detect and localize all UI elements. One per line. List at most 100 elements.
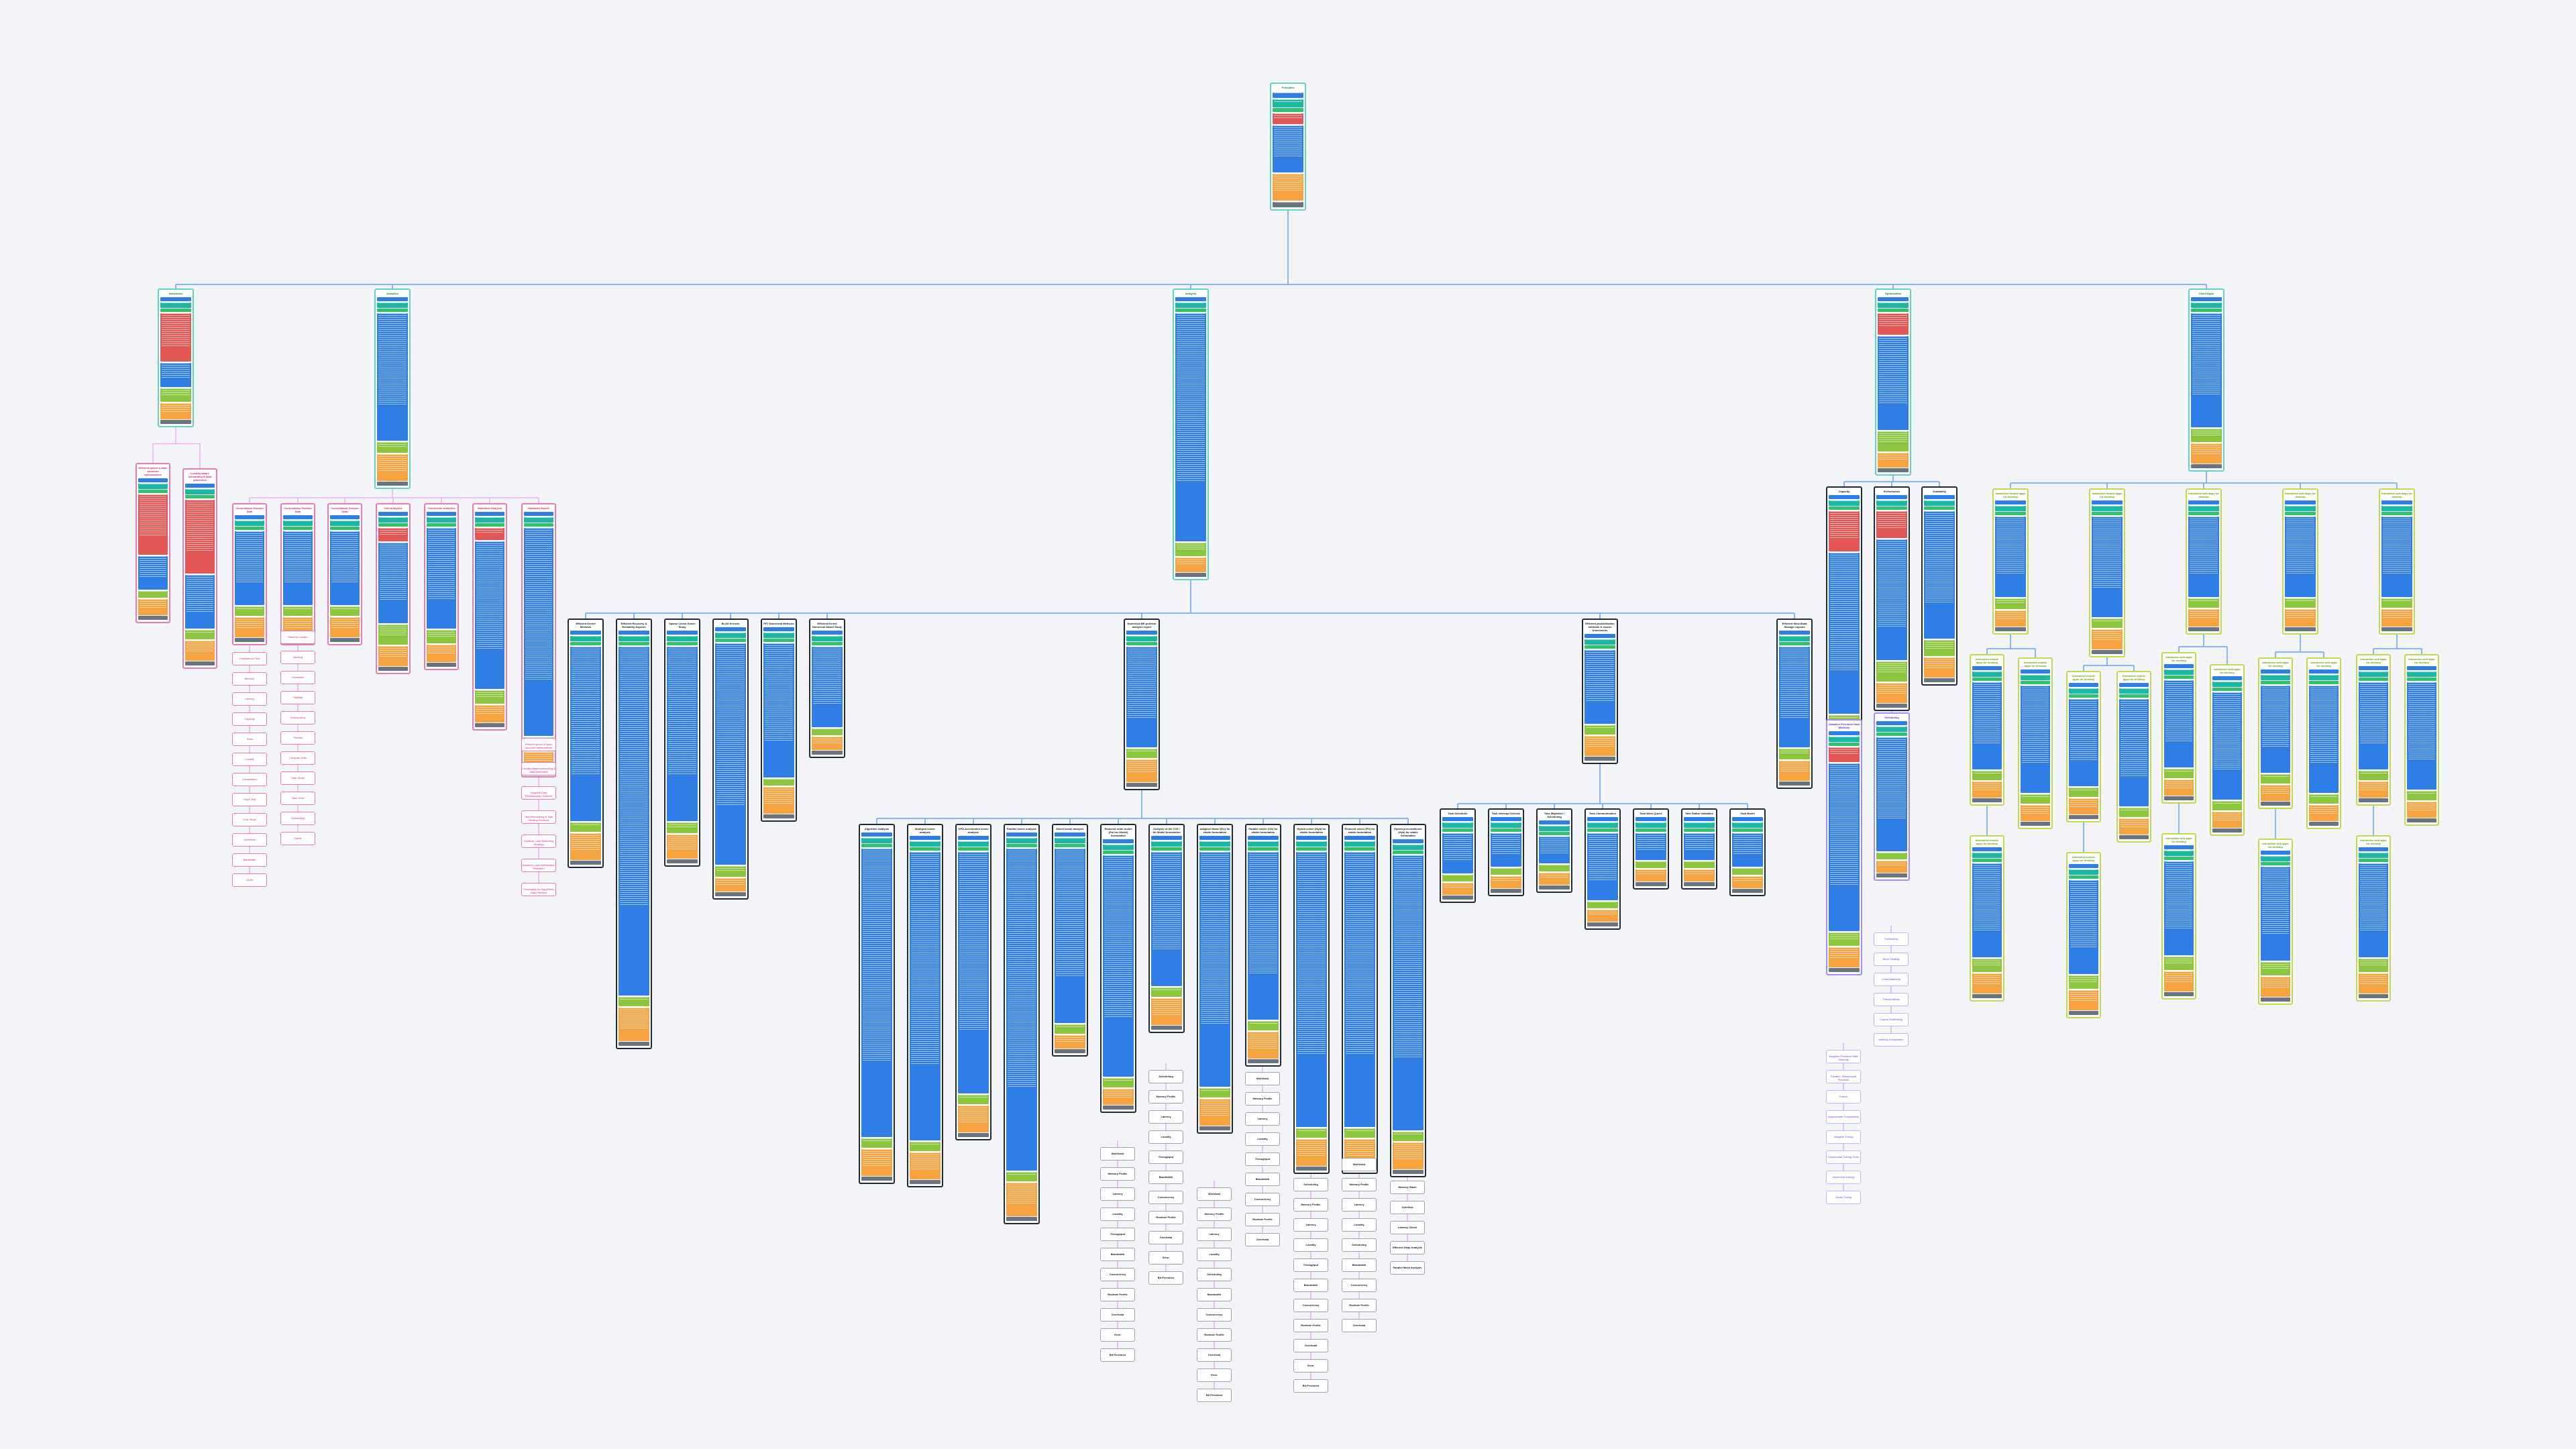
- metric-leaf[interactable]: Latency: [1100, 1187, 1135, 1201]
- metric-leaf[interactable]: Trace Test: [232, 793, 267, 806]
- metric-leaf[interactable]: Overhead: [232, 833, 267, 847]
- analytics-card[interactable]: Consolidated Session Data: [232, 503, 267, 645]
- analysis-card[interactable]: Efficient Recovery & Reliability Aspects: [616, 619, 652, 1049]
- metric-leaf[interactable]: Error: [1100, 1328, 1135, 1342]
- client-app-card[interactable]: Interactive mobile apps for desktop: [1992, 488, 2029, 635]
- metric-leaf[interactable]: Bandwidth: [1245, 1173, 1280, 1186]
- metric-leaf[interactable]: Scheduling: [1293, 1178, 1328, 1191]
- metric-leaf[interactable]: Dynamic Load Balancing Strategy: [521, 835, 556, 848]
- analysis-subcard[interactable]: Analysis of the CVE / Air Model formulat…: [1148, 824, 1185, 1033]
- client-subcard[interactable]: Interactive web apps for desktop: [2161, 652, 2196, 804]
- optimization-card[interactable]: Performance: [1874, 486, 1910, 711]
- metric-leaf[interactable]: Throughput: [1148, 1150, 1183, 1164]
- metric-leaf[interactable]: Memory Stack: [1390, 1181, 1425, 1194]
- metric-leaf[interactable]: Techniques for Algorithmic Data Partitio…: [521, 883, 556, 896]
- metric-leaf[interactable]: Runtime Profile: [1100, 1288, 1135, 1301]
- branch-node-4[interactable]: Client Apps: [2188, 288, 2224, 472]
- analysis-card[interactable]: Sparse Linear Solver Study: [664, 619, 700, 867]
- metric-leaf[interactable]: Workload: [1245, 1072, 1280, 1085]
- metric-leaf[interactable]: Locality: [1100, 1208, 1135, 1221]
- client-app-card[interactable]: Interactive web apps for desktop: [2282, 488, 2318, 635]
- analysis-card[interactable]: Efficient Kernel Numerical Model Study: [809, 619, 845, 758]
- metric-leaf[interactable]: Throughput: [1100, 1228, 1135, 1241]
- metric-leaf[interactable]: Memory Profile: [1148, 1090, 1183, 1104]
- analysis-subcard[interactable]: Parallel solver analysis: [1004, 824, 1040, 1224]
- metric-leaf[interactable]: Memory Profile: [1197, 1208, 1232, 1221]
- client-subcard[interactable]: Interactive web apps for desktop: [2210, 664, 2245, 836]
- metric-leaf[interactable]: Bit Precision: [1197, 1389, 1232, 1402]
- analysis-card[interactable]: FFT Numerical Methods: [761, 619, 797, 822]
- metric-leaf[interactable]: Order: [232, 873, 267, 887]
- metric-leaf[interactable]: Latency: [1342, 1198, 1377, 1212]
- metric-leaf[interactable]: Parallel: [280, 731, 315, 745]
- metric-leaf[interactable]: Overflow: [1390, 1201, 1425, 1214]
- metric-leaf[interactable]: Workload: [1197, 1187, 1232, 1201]
- metric-leaf[interactable]: Overhead: [1342, 1319, 1377, 1332]
- metric-leaf[interactable]: Runtime Profile: [1197, 1328, 1232, 1342]
- branch-node-3[interactable]: Optimization: [1875, 288, 1911, 476]
- metric-leaf[interactable]: Efficient queue & data-structure optimiz…: [521, 738, 556, 751]
- metric-leaf[interactable]: Runtime Profile: [1293, 1319, 1328, 1332]
- metric-leaf[interactable]: Latency: [1293, 1218, 1328, 1232]
- analytics-card[interactable]: Grid Analytics: [376, 503, 411, 674]
- metric-leaf[interactable]: Error: [1197, 1368, 1232, 1382]
- metric-leaf[interactable]: Bandwidth: [1293, 1279, 1328, 1292]
- metric-leaf[interactable]: Capacity: [232, 712, 267, 726]
- metric-leaf[interactable]: Concurrency: [1100, 1268, 1135, 1281]
- metric-leaf[interactable]: Error: [1148, 1251, 1183, 1265]
- metric-leaf[interactable]: Throughput: [1245, 1152, 1280, 1166]
- metric-leaf[interactable]: Latency: [1197, 1228, 1232, 1241]
- metric-leaf[interactable]: Runtime Profile: [1148, 1211, 1183, 1224]
- analysis-subcard[interactable]: GPU-Accelerated solver analysis: [955, 824, 991, 1140]
- solver-card[interactable]: Task Migration / Scheduling: [1536, 808, 1572, 893]
- metric-leaf[interactable]: Consistency Test: [232, 652, 267, 665]
- metric-leaf[interactable]: Incremental Solving Tools: [1826, 1150, 1861, 1164]
- metric-leaf[interactable]: Work Stealing: [1874, 953, 1909, 966]
- metric-leaf[interactable]: Latency: [232, 692, 267, 706]
- metric-leaf[interactable]: Memory Profile: [1293, 1198, 1328, 1212]
- metric-leaf[interactable]: Bandwidth: [232, 853, 267, 867]
- metric-leaf[interactable]: Adaptive Load Optimization Research: [521, 859, 556, 872]
- metric-leaf[interactable]: Locality: [1293, 1238, 1328, 1252]
- metric-leaf[interactable]: Locality: [1245, 1132, 1280, 1146]
- metric-leaf[interactable]: Trace: [232, 733, 267, 746]
- metric-leaf[interactable]: Adaptive Tuning: [1826, 1130, 1861, 1144]
- metric-leaf[interactable]: Memory: [232, 672, 267, 686]
- analytics-card[interactable]: Statistics Report: [521, 503, 556, 777]
- metric-leaf[interactable]: Adaptive Precision Data Methods: [1826, 1050, 1861, 1063]
- client-app-card[interactable]: Interactive mobile apps for desktop: [2089, 488, 2125, 657]
- attraction-card[interactable]: Locality-aware scheduling & data placeme…: [182, 468, 217, 669]
- metric-leaf[interactable]: Scheduling: [1874, 932, 1909, 946]
- metric-leaf[interactable]: Throughput: [1293, 1258, 1328, 1272]
- metric-leaf[interactable]: Overhead: [1245, 1233, 1280, 1246]
- metric-leaf[interactable]: Bandwidth: [1148, 1171, 1183, 1184]
- client-subcard[interactable]: Interactive web apps for desktop: [2161, 833, 2196, 1000]
- metric-leaf[interactable]: Fusion: [1826, 1090, 1861, 1104]
- metric-leaf[interactable]: Runtime Profile: [1245, 1213, 1280, 1226]
- metric-leaf[interactable]: Overhead: [1197, 1348, 1232, 1362]
- metric-leaf[interactable]: Latency: [1245, 1112, 1280, 1126]
- metric-leaf[interactable]: Memory Profile: [1245, 1092, 1280, 1106]
- client-subcard[interactable]: Interactive web apps for desktop: [2404, 654, 2439, 826]
- violet-card[interactable]: Scheduling: [1874, 712, 1910, 881]
- metric-leaf[interactable]: Locality: [1197, 1248, 1232, 1261]
- client-subcard[interactable]: Interactive mobile apps for desktop: [2018, 657, 2053, 829]
- client-app-card[interactable]: Interactive web apps for desktop: [2186, 488, 2222, 635]
- solver-card[interactable]: Task Status Validation: [1681, 808, 1717, 890]
- metric-leaf[interactable]: Locality: [1148, 1130, 1183, 1144]
- metric-leaf[interactable]: Workload: [1100, 1147, 1135, 1161]
- metric-leaf[interactable]: Efficient Heap Analysis: [1390, 1241, 1425, 1254]
- metric-leaf[interactable]: Load Balancing: [1874, 973, 1909, 986]
- metric-leaf[interactable]: Parallel / Hierarchical Precision: [1826, 1070, 1861, 1083]
- metric-leaf[interactable]: Latency Check: [1390, 1221, 1425, 1234]
- branch-node-1[interactable]: Analytics: [374, 288, 411, 489]
- metric-leaf[interactable]: Error: [1293, 1359, 1328, 1373]
- metric-leaf[interactable]: Scheduling: [1342, 1238, 1377, 1252]
- metric-leaf[interactable]: Overhead: [1148, 1231, 1183, 1244]
- attraction-card[interactable]: Efficient queue & data-structure optimiz…: [136, 463, 170, 623]
- metric-leaf[interactable]: Task Study: [280, 771, 315, 785]
- client-subcard[interactable]: Interactive mobile apps for desktop: [1970, 835, 2004, 1002]
- metric-leaf[interactable]: Concurrency: [1245, 1193, 1280, 1206]
- analysis-card[interactable]: Efficient parallelization methods & clus…: [1582, 619, 1618, 764]
- metric-leaf[interactable]: Runtime Profile: [1342, 1299, 1377, 1312]
